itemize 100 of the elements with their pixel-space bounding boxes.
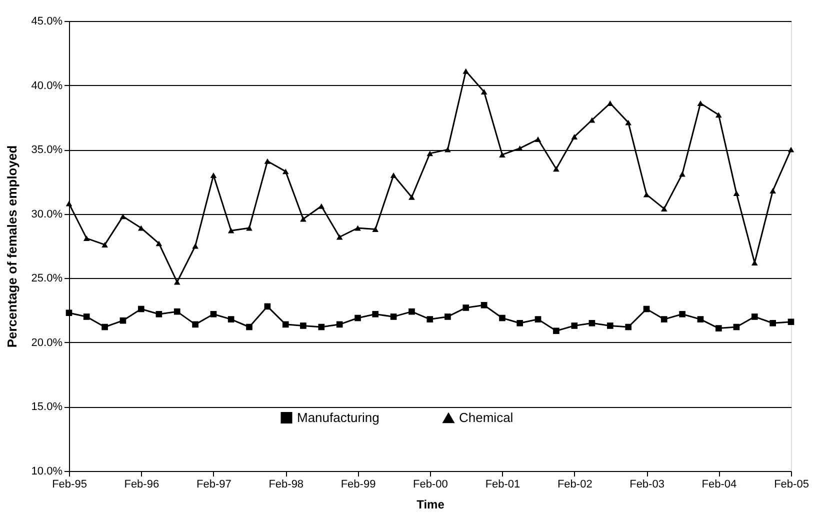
point — [246, 324, 252, 330]
point — [264, 303, 271, 310]
point — [643, 306, 650, 312]
x-tick-label: Feb-99 — [340, 478, 376, 490]
point — [102, 324, 108, 330]
point — [372, 226, 379, 232]
point — [390, 172, 397, 178]
x-axis-title: Time — [416, 498, 445, 512]
point — [282, 168, 289, 174]
point — [499, 314, 506, 322]
y-tick-label: 15.0% — [31, 401, 63, 414]
point — [679, 171, 686, 177]
y-tick-label: 30.0% — [31, 208, 63, 220]
point — [625, 324, 632, 330]
y-tick-label: 45.0% — [31, 16, 63, 28]
point — [336, 321, 343, 328]
point — [83, 314, 90, 320]
point — [66, 310, 72, 316]
point — [300, 216, 306, 222]
point — [318, 324, 325, 330]
point — [462, 304, 470, 311]
point — [408, 308, 415, 315]
point — [354, 314, 361, 322]
point — [210, 310, 217, 318]
point — [588, 320, 596, 326]
point — [770, 188, 776, 194]
point — [553, 328, 560, 334]
point — [228, 316, 234, 322]
point — [643, 192, 650, 198]
point — [606, 322, 614, 329]
point — [192, 243, 198, 249]
point — [156, 310, 162, 318]
point — [138, 306, 144, 312]
point — [571, 134, 578, 140]
x-tick-label: Feb-02 — [557, 478, 592, 490]
point — [733, 190, 740, 196]
point — [625, 120, 632, 126]
point — [588, 117, 596, 123]
point — [210, 172, 217, 178]
point — [120, 214, 126, 220]
point — [716, 325, 722, 332]
y-tick-label: 25.0% — [31, 272, 63, 285]
x-tick-label: Feb-96 — [124, 478, 160, 490]
point — [372, 310, 379, 318]
point — [444, 314, 451, 320]
point — [480, 302, 488, 308]
point — [770, 320, 776, 326]
point — [516, 320, 523, 326]
x-tick-label: Feb-98 — [268, 478, 304, 490]
x-tick-label: Feb-95 — [52, 478, 87, 490]
point — [788, 318, 794, 326]
point — [174, 279, 180, 285]
point — [697, 100, 704, 106]
point — [606, 100, 614, 106]
point — [228, 228, 234, 234]
point — [264, 158, 271, 164]
legend-label: Manufacturing — [297, 410, 380, 425]
point — [336, 234, 343, 240]
x-tick-label: Feb-97 — [196, 478, 232, 490]
point — [246, 225, 252, 231]
x-tick-label: Feb-04 — [702, 478, 737, 490]
y-tick-label: 35.0% — [31, 144, 63, 156]
y-tick-label: 40.0% — [31, 80, 63, 92]
point — [660, 206, 668, 212]
y-axis-title: Percentage of females employed — [4, 145, 20, 348]
point — [697, 316, 704, 322]
point — [192, 321, 198, 328]
y-tick-label: 10.0% — [31, 466, 63, 478]
point — [716, 112, 722, 118]
point — [499, 152, 506, 158]
x-tick-label: Feb-05 — [774, 478, 809, 490]
y-tick-label: 20.0% — [31, 336, 63, 349]
point — [660, 316, 668, 322]
x-tick-label: Feb-03 — [630, 478, 664, 490]
point — [156, 240, 162, 246]
point — [282, 321, 289, 328]
point — [733, 324, 740, 330]
point — [354, 225, 361, 231]
point — [426, 150, 434, 156]
point — [390, 314, 397, 320]
point — [679, 310, 686, 318]
x-tick-label: Feb-01 — [485, 478, 520, 490]
x-tick-label: Feb-00 — [412, 478, 448, 490]
point — [408, 194, 415, 200]
point — [83, 236, 90, 242]
point — [102, 242, 108, 248]
point — [534, 316, 542, 322]
point — [138, 225, 144, 231]
point — [571, 322, 578, 329]
point — [534, 136, 542, 142]
point — [66, 200, 72, 206]
point — [120, 317, 126, 324]
point — [788, 146, 794, 152]
point — [462, 68, 470, 74]
point — [300, 322, 306, 329]
point — [480, 88, 488, 94]
point — [174, 308, 180, 315]
point — [444, 146, 451, 152]
point — [751, 314, 758, 320]
point — [553, 166, 560, 172]
